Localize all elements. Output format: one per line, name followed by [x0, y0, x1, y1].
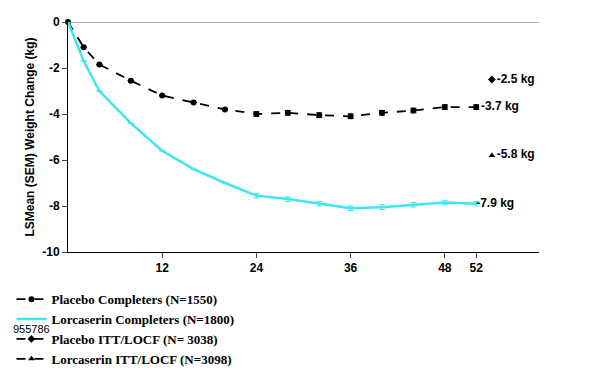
svg-text:36: 36 [344, 261, 358, 275]
svg-text:-2: -2 [49, 61, 60, 75]
svg-text:-3.7 kg: -3.7 kg [481, 99, 519, 113]
svg-text:-8: -8 [49, 199, 60, 213]
svg-text:0: 0 [53, 15, 60, 29]
svg-text:Placebo Completers (N=1550): Placebo Completers (N=1550) [51, 292, 217, 307]
svg-text:-4: -4 [49, 107, 60, 121]
svg-text:Lorcaserin ITT/LOCF (N=3098): Lorcaserin ITT/LOCF (N=3098) [51, 352, 231, 367]
svg-text:-10: -10 [42, 245, 60, 259]
svg-text:-5.8 kg: -5.8 kg [497, 147, 535, 161]
svg-text:48: 48 [438, 261, 452, 275]
svg-text:Placebo ITT/LOCF (N= 3038): Placebo ITT/LOCF (N= 3038) [51, 332, 217, 347]
svg-text:12: 12 [156, 261, 170, 275]
svg-text:-7.9 kg: -7.9 kg [476, 196, 514, 210]
svg-text:-6: -6 [49, 153, 60, 167]
svg-text:24: 24 [250, 261, 264, 275]
svg-text:52: 52 [470, 261, 484, 275]
svg-text:-2.5 kg: -2.5 kg [497, 72, 535, 86]
svg-text:955786: 955786 [13, 323, 50, 335]
svg-text:Lorcaserin Completers (N=1800): Lorcaserin Completers (N=1800) [51, 312, 234, 327]
svg-text:LSMean (SEM) Weight Change (kg: LSMean (SEM) Weight Change (kg) [23, 37, 37, 236]
